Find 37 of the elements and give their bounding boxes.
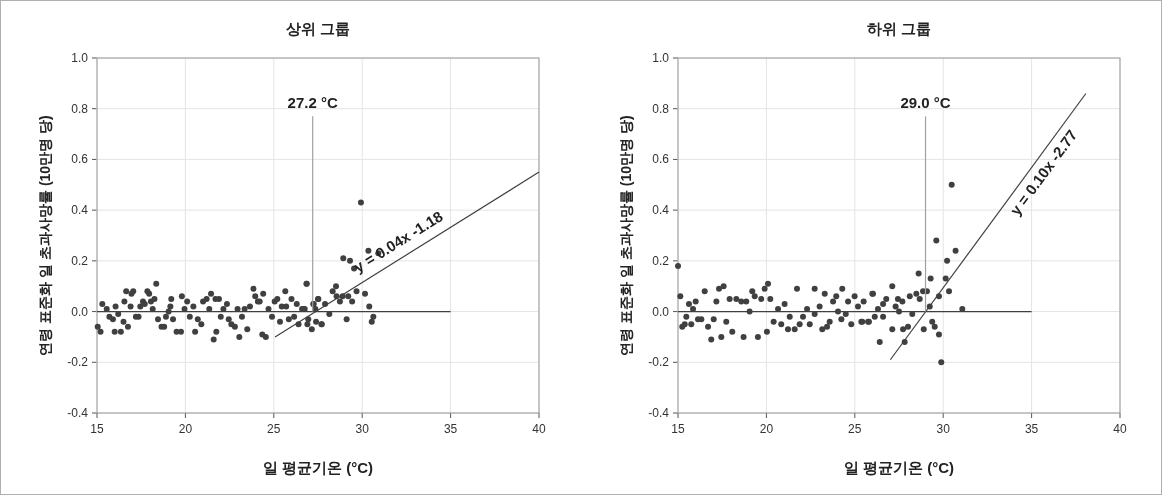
x-tick-label: 25 — [267, 422, 281, 436]
x-tick-label: 35 — [1024, 422, 1039, 436]
y-tick-label: 0.0 — [652, 304, 670, 319]
y-tick-label: 0.4 — [652, 203, 670, 218]
x-tick-label: 20 — [759, 422, 774, 436]
x-tick-label: 40 — [1113, 422, 1127, 436]
x-tick-label: 15 — [90, 422, 104, 436]
y-tick-label: 0.8 — [652, 101, 670, 116]
y-tick-label: 0.2 — [652, 253, 670, 268]
y-tick-label: 0.6 — [71, 152, 89, 167]
y-tick-label: -0.2 — [648, 355, 670, 370]
y-tick-label: -0.4 — [67, 406, 89, 420]
y-tick-label: 0.4 — [71, 203, 89, 218]
x-tick-label: 15 — [671, 422, 685, 436]
y-tick-label: 0.6 — [652, 152, 670, 167]
x-tick-label: 30 — [936, 422, 951, 436]
y-tick-label: -0.4 — [648, 406, 670, 420]
x-tick-label: 30 — [355, 422, 370, 436]
x-tick-label: 25 — [848, 422, 862, 436]
annotation: 29.0 °C — [900, 94, 951, 112]
annotation: 27.2 °C — [287, 94, 338, 112]
x-tick-label: 20 — [178, 422, 193, 436]
y-axis-title: 연령 표준화 일 초과사망률 (10만명 당) — [37, 115, 53, 356]
chart-title: 하위 그룹 — [866, 20, 932, 37]
y-tick-label: -0.2 — [67, 355, 89, 370]
y-tick-label: 1.0 — [71, 51, 89, 65]
x-axis-title: 일 평균기온 (°C) — [843, 459, 955, 476]
x-axis-title: 일 평균기온 (°C) — [262, 459, 374, 476]
x-tick-label: 40 — [532, 422, 546, 436]
y-tick-label: 0.0 — [71, 304, 89, 319]
y-tick-label: 0.2 — [71, 253, 89, 268]
annotation: y = 0.04x -1.18 — [350, 207, 446, 276]
x-tick-label: 35 — [443, 422, 458, 436]
chart-title: 상위 그룹 — [285, 20, 351, 37]
y-tick-label: 1.0 — [652, 51, 670, 65]
y-axis-title: 연령 표준화 일 초과사망률 (10만명 당) — [618, 115, 634, 356]
y-tick-label: 0.8 — [71, 101, 89, 116]
